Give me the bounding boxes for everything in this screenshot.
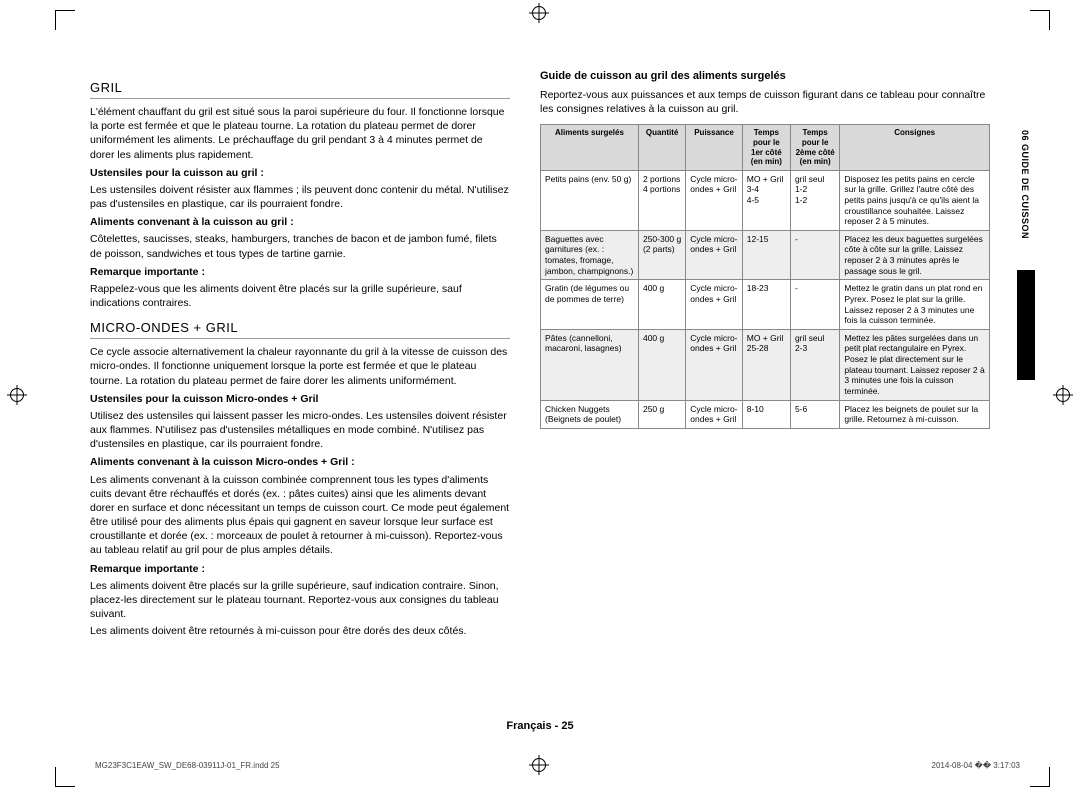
table-row: Pâtes (cannelloni, macaroni, lasagnes)40… — [541, 329, 990, 400]
cooking-table: Aliments surgelés Quantité Puissance Tem… — [540, 124, 990, 429]
print-footer-right: 2014-08-04 �� 3:17:03 — [932, 761, 1020, 770]
crop-mark — [1030, 767, 1050, 787]
table-cell: Cycle micro-ondes + Gril — [686, 329, 742, 400]
table-row: Baguettes avec garnitures (ex. : tomates… — [541, 230, 990, 280]
page-content: GRIL L'élément chauffant du gril est sit… — [90, 70, 990, 710]
section-title-gril: GRIL — [90, 80, 510, 99]
table-cell: - — [790, 280, 839, 330]
table-cell: Mettez les pâtes surgelées dans un petit… — [840, 329, 990, 400]
table-cell: Placez les deux baguettes surgelées côte… — [840, 230, 990, 280]
crop-mark — [1030, 10, 1050, 30]
subheading: Remarque importante : — [90, 265, 510, 279]
table-row: Petits pains (env. 50 g)2 portions 4 por… — [541, 170, 990, 230]
table-cell: gril seul 2-3 — [790, 329, 839, 400]
table-cell: Cycle micro-ondes + Gril — [686, 230, 742, 280]
table-cell: 12-15 — [742, 230, 790, 280]
table-cell: Chicken Nuggets (Beignets de poulet) — [541, 400, 639, 428]
th-notes: Consignes — [840, 125, 990, 170]
body-text: Ce cycle associe alternativement la chal… — [90, 345, 510, 388]
subheading: Remarque importante : — [90, 562, 510, 576]
crop-mark — [55, 767, 75, 787]
subheading: Ustensiles pour la cuisson au gril : — [90, 166, 510, 180]
body-text: Utilisez des ustensiles qui laissent pas… — [90, 409, 510, 452]
registration-mark — [1056, 388, 1070, 402]
subheading: Aliments convenant à la cuisson Micro-on… — [90, 455, 510, 469]
table-cell: Disposez les petits pains en cercle sur … — [840, 170, 990, 230]
th-food: Aliments surgelés — [541, 125, 639, 170]
table-header-row: Aliments surgelés Quantité Puissance Tem… — [541, 125, 990, 170]
th-t2: Temps pour le 2ème côté (en min) — [790, 125, 839, 170]
table-cell: 250-300 g (2 parts) — [638, 230, 685, 280]
table-cell: MO + Gril 25-28 — [742, 329, 790, 400]
table-cell: 18-23 — [742, 280, 790, 330]
table-cell: Cycle micro-ondes + Gril — [686, 400, 742, 428]
table-cell: 5-6 — [790, 400, 839, 428]
subheading: Aliments convenant à la cuisson au gril … — [90, 215, 510, 229]
side-tab-block — [1017, 270, 1035, 380]
body-text: Les aliments doivent être placés sur la … — [90, 579, 510, 622]
table-cell: MO + Gril 3-4 4-5 — [742, 170, 790, 230]
section-title-mo-gril: MICRO-ONDES + GRIL — [90, 320, 510, 339]
table-cell: gril seul 1-2 1-2 — [790, 170, 839, 230]
registration-mark — [532, 6, 546, 20]
registration-mark — [10, 388, 24, 402]
table-row: Chicken Nuggets (Beignets de poulet)250 … — [541, 400, 990, 428]
table-cell: Cycle micro-ondes + Gril — [686, 170, 742, 230]
th-qty: Quantité — [638, 125, 685, 170]
th-power: Puissance — [686, 125, 742, 170]
table-cell: Gratin (de légumes ou de pommes de terre… — [541, 280, 639, 330]
body-text: L'élément chauffant du gril est situé so… — [90, 105, 510, 162]
crop-mark — [55, 10, 75, 30]
right-column: Guide de cuisson au gril des aliments su… — [540, 70, 990, 710]
table-row: Gratin (de légumes ou de pommes de terre… — [541, 280, 990, 330]
table-cell: 8-10 — [742, 400, 790, 428]
registration-mark — [532, 758, 546, 772]
body-text: Les aliments doivent être retournés à mi… — [90, 624, 510, 638]
subheading: Ustensiles pour la cuisson Micro-ondes +… — [90, 392, 510, 406]
table-cell: 400 g — [638, 280, 685, 330]
table-cell: Pâtes (cannelloni, macaroni, lasagnes) — [541, 329, 639, 400]
table-cell: 2 portions 4 portions — [638, 170, 685, 230]
left-column: GRIL L'élément chauffant du gril est sit… — [90, 70, 510, 710]
table-cell: Cycle micro-ondes + Gril — [686, 280, 742, 330]
body-text: Les aliments convenant à la cuisson comb… — [90, 473, 510, 558]
right-title: Guide de cuisson au gril des aliments su… — [540, 70, 990, 82]
side-tab-label: 06 GUIDE DE CUISSON — [1020, 130, 1030, 239]
right-intro: Reportez-vous aux puissances et aux temp… — [540, 88, 990, 116]
table-cell: 250 g — [638, 400, 685, 428]
print-footer-left: MG23F3C1EAW_SW_DE68-03911J-01_FR.indd 25 — [95, 761, 280, 770]
table-cell: 400 g — [638, 329, 685, 400]
page-footer: Français - 25 — [0, 720, 1080, 732]
table-cell: Placez les beignets de poulet sur la gri… — [840, 400, 990, 428]
th-t1: Temps pour le 1er côté (en min) — [742, 125, 790, 170]
body-text: Côtelettes, saucisses, steaks, hamburger… — [90, 232, 510, 260]
body-text: Rappelez-vous que les aliments doivent ê… — [90, 282, 510, 310]
table-cell: Mettez le gratin dans un plat rond en Py… — [840, 280, 990, 330]
table-cell: Baguettes avec garnitures (ex. : tomates… — [541, 230, 639, 280]
body-text: Les ustensiles doivent résister aux flam… — [90, 183, 510, 211]
table-cell: Petits pains (env. 50 g) — [541, 170, 639, 230]
table-cell: - — [790, 230, 839, 280]
